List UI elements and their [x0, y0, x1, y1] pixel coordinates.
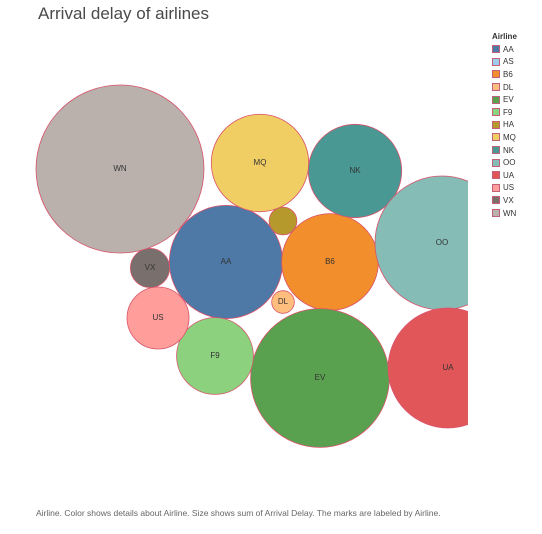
bubble-label-us: US	[152, 313, 163, 322]
bubble-label-ua: UA	[442, 363, 454, 372]
legend-swatch	[492, 146, 500, 155]
legend-label: HA	[503, 120, 515, 130]
legend-swatch	[492, 158, 500, 167]
bubble-label-nk: NK	[349, 166, 361, 175]
legend-swatch	[492, 133, 500, 142]
legend-swatch	[492, 209, 500, 218]
legend-swatch	[492, 95, 500, 104]
legend-label: VX	[503, 195, 514, 205]
bubble-f9[interactable]	[176, 317, 254, 395]
bubble-label-dl: DL	[278, 297, 289, 306]
legend-swatch	[492, 108, 500, 117]
legend-label: AA	[503, 44, 514, 54]
legend-label: WN	[503, 208, 517, 218]
legend-item-aa[interactable]: AA	[492, 43, 517, 56]
bubble-label-mq: MQ	[254, 158, 267, 167]
legend-label: UA	[503, 170, 515, 180]
legend-label: OO	[503, 158, 516, 168]
chart-caption: Airline. Color shows details about Airli…	[36, 508, 441, 518]
chart-title: Arrival delay of airlines	[38, 4, 210, 23]
legend-label: NK	[503, 145, 515, 155]
legend-label: US	[503, 183, 515, 193]
bubble-label-wn: WN	[113, 164, 127, 173]
bubble-ua[interactable]	[387, 307, 508, 429]
legend-item-f9[interactable]: F9	[492, 106, 517, 119]
legend-item-us[interactable]: US	[492, 182, 517, 195]
bubble-wn[interactable]	[35, 84, 205, 254]
legend-item-wn[interactable]: WN	[492, 207, 517, 220]
legend-item-as[interactable]: AS	[492, 56, 517, 69]
legend-swatch	[492, 196, 500, 205]
bubble-label-f9: F9	[210, 351, 220, 360]
legend-label: MQ	[503, 132, 516, 142]
legend-item-ha[interactable]: HA	[492, 119, 517, 132]
legend-swatch	[492, 70, 500, 79]
legend-item-dl[interactable]: DL	[492, 81, 517, 94]
legend-item-vx[interactable]: VX	[492, 194, 517, 207]
bubble-vx[interactable]	[129, 247, 171, 289]
legend-swatch	[492, 171, 500, 180]
legend-item-nk[interactable]: NK	[492, 144, 517, 157]
legend-label: F9	[503, 107, 513, 117]
legend-swatch	[492, 83, 500, 92]
legend: Airline AA AS B6 DL EV F9 HA MQ NK OO UA US VX WN	[492, 32, 517, 219]
bubble-label-vx: VX	[145, 263, 156, 272]
legend-title: Airline	[492, 32, 517, 41]
legend-swatch	[492, 45, 500, 54]
legend-item-ev[interactable]: EV	[492, 93, 517, 106]
legend-label: DL	[503, 82, 514, 92]
legend-swatch	[492, 183, 500, 192]
bubble-nk[interactable]	[307, 123, 403, 219]
bubble-us[interactable]	[126, 286, 190, 350]
legend-item-mq[interactable]: MQ	[492, 131, 517, 144]
bubble-dl[interactable]	[271, 290, 295, 314]
bubble-ha[interactable]	[268, 206, 298, 236]
legend-label: EV	[503, 95, 514, 105]
bubble-label-aa: AA	[221, 257, 232, 266]
bubble-label-oo: OO	[436, 238, 448, 247]
bubble-label-ev: EV	[315, 373, 326, 382]
legend-item-b6[interactable]: B6	[492, 68, 517, 81]
bubble-label-b6: B6	[325, 257, 335, 266]
legend-label: AS	[503, 57, 514, 67]
legend-item-ua[interactable]: UA	[492, 169, 517, 182]
legend-label: B6	[503, 69, 513, 79]
legend-item-oo[interactable]: OO	[492, 156, 517, 169]
legend-swatch	[492, 120, 500, 129]
legend-swatch	[492, 57, 500, 66]
